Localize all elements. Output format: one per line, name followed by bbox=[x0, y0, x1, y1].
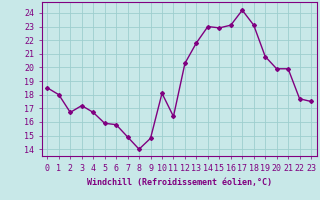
X-axis label: Windchill (Refroidissement éolien,°C): Windchill (Refroidissement éolien,°C) bbox=[87, 178, 272, 187]
